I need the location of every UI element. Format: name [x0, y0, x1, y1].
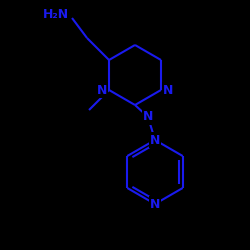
Text: N: N — [150, 198, 160, 210]
Text: N: N — [150, 134, 160, 146]
Text: H₂N: H₂N — [43, 8, 69, 20]
Text: N: N — [143, 110, 153, 124]
Text: N: N — [97, 84, 107, 96]
Text: N: N — [163, 84, 173, 96]
